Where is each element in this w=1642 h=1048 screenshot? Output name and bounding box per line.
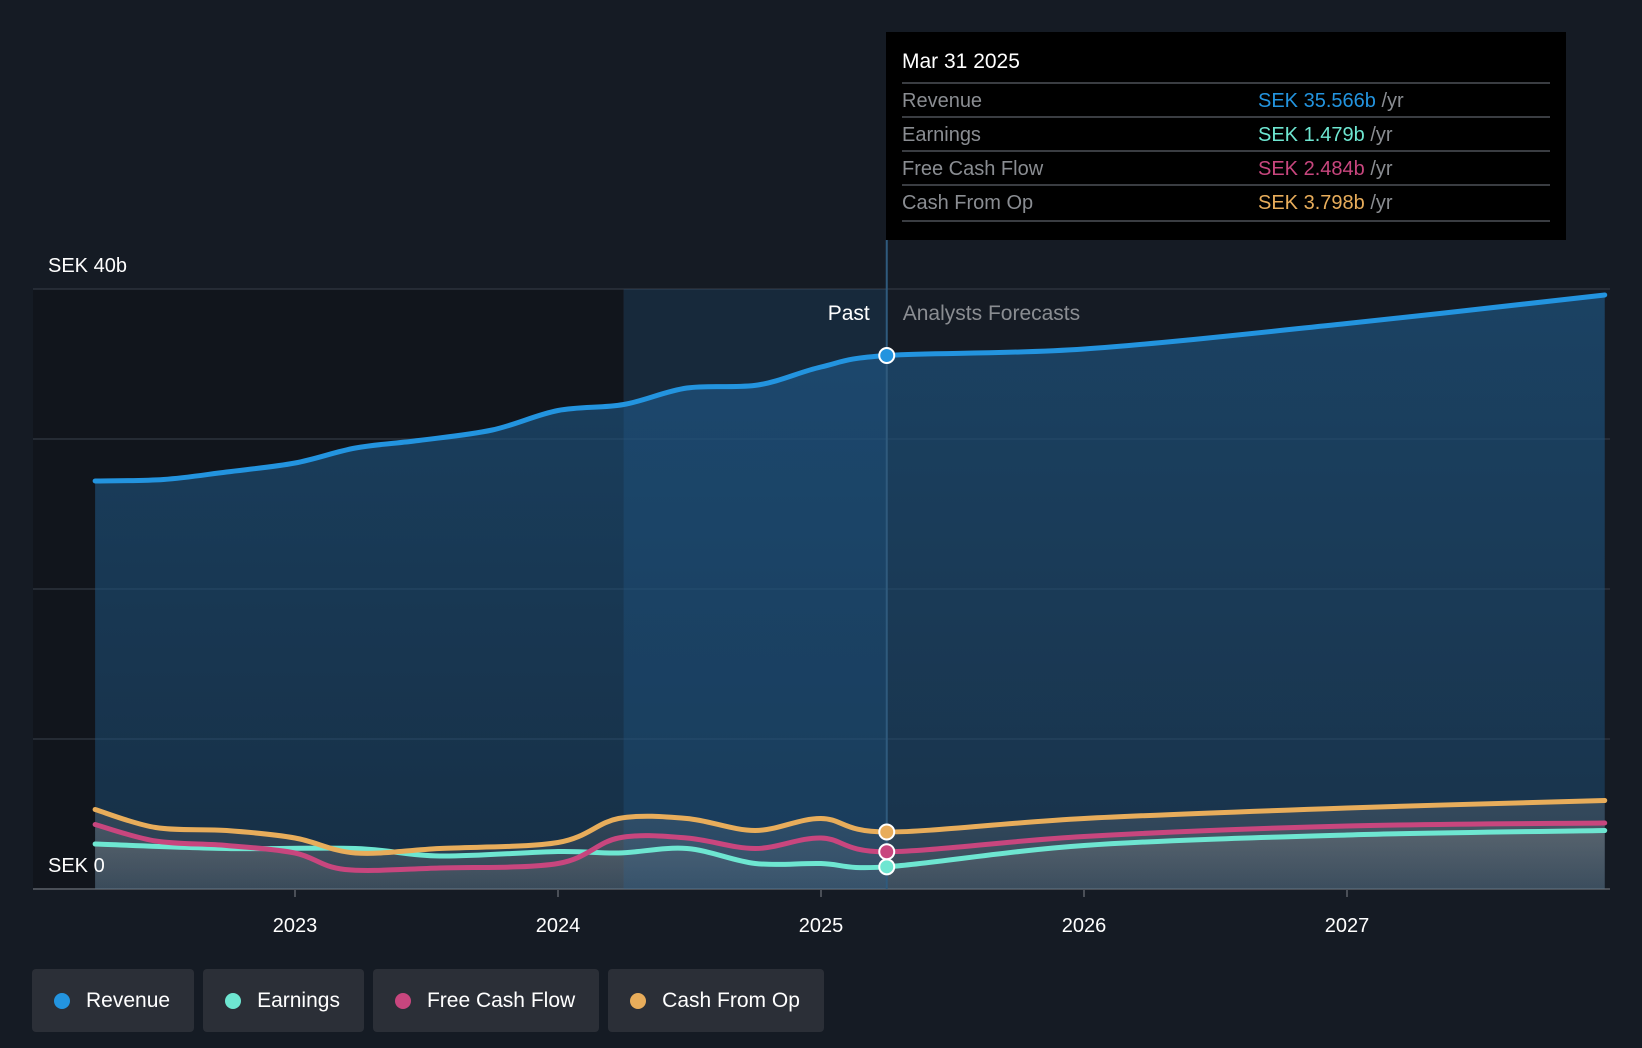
line-revenue [92, 292, 1608, 484]
tooltip-row-earnings: Earnings SEK 1.479b /yr [902, 116, 1550, 152]
cfo-dot-icon [630, 992, 647, 1009]
tooltip-label: Revenue [902, 90, 983, 112]
legend-label: Revenue [86, 988, 171, 1012]
line-cash-from-op [92, 798, 1608, 856]
y-label-bottom: SEK 0 [48, 855, 105, 877]
revenue-dot-icon [54, 992, 70, 1009]
x-tick-label: 2027 [1325, 915, 1370, 937]
tooltip-row-fcf: Free Cash Flow SEK 2.484b /yr [902, 150, 1550, 186]
tooltip-label: Earnings [902, 124, 981, 146]
legend-item-revenue[interactable]: Revenue [32, 969, 195, 1032]
line-earnings [92, 828, 1608, 871]
tooltip-value: SEK 1.479b [1258, 124, 1365, 146]
x-tick-label: 2026 [1062, 915, 1107, 937]
marker-cash-from-op [878, 823, 896, 841]
legend-label: Cash From Op [662, 988, 800, 1012]
tooltip-unit: /yr [1370, 192, 1393, 214]
tooltip-value: SEK 2.484b [1258, 158, 1365, 180]
tooltip-label: Cash From Op [902, 192, 1034, 214]
tooltip-divider [902, 220, 1550, 222]
x-tick-label: 2024 [536, 915, 581, 937]
past-label: Past [828, 302, 870, 325]
legend-label: Free Cash Flow [426, 988, 576, 1012]
legend-item-earnings[interactable]: Earnings [203, 969, 364, 1032]
marker-earnings [878, 858, 896, 876]
tooltip-row-cfo: Cash From Op SEK 3.798b /yr [902, 184, 1550, 220]
tooltip-unit: /yr [1381, 90, 1404, 112]
tooltip-label: Free Cash Flow [902, 158, 1044, 180]
tooltip: Mar 31 2025 Revenue SEK 35.566b /yr Earn… [886, 32, 1566, 240]
past-highlight-band [623, 289, 887, 889]
legend-label: Earnings [257, 988, 340, 1012]
fcf-dot-icon [394, 992, 411, 1009]
tooltip-unit: /yr [1370, 158, 1393, 180]
tooltip-date: Mar 31 2025 [902, 50, 1020, 73]
line-free-cash-flow [92, 820, 1608, 873]
area-revenue [95, 295, 1605, 889]
marker-free-cash-flow [878, 843, 896, 861]
legend: Revenue Earnings Free Cash Flow Cash Fro… [32, 969, 824, 1032]
tooltip-row-revenue: Revenue SEK 35.566b /yr [902, 82, 1550, 118]
marker-revenue [878, 347, 896, 365]
tooltip-unit: /yr [1370, 124, 1393, 146]
earnings-dot-icon [225, 992, 242, 1009]
tooltip-value: SEK 3.798b [1258, 192, 1365, 214]
tooltip-value: SEK 35.566b [1258, 90, 1376, 112]
x-tick-label: 2023 [273, 915, 318, 937]
x-tick-label: 2025 [799, 915, 844, 937]
y-label-top: SEK 40b [48, 255, 127, 277]
forecast-label: Analysts Forecasts [903, 302, 1080, 325]
legend-item-free-cash-flow[interactable]: Free Cash Flow [372, 969, 600, 1032]
legend-item-cash-from-op[interactable]: Cash From Op [608, 969, 824, 1032]
